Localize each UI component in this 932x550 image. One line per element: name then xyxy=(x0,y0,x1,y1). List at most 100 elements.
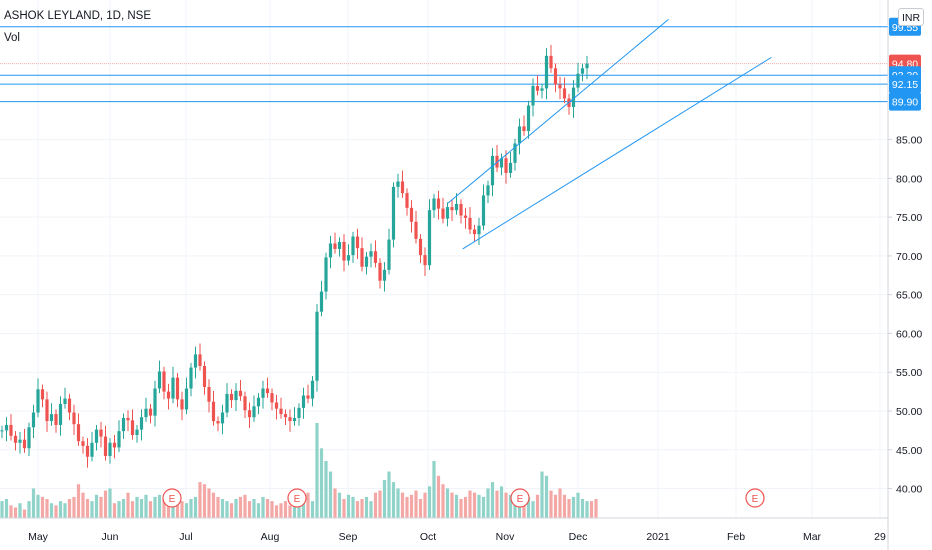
volume-bar xyxy=(81,492,85,518)
candle-body xyxy=(283,414,288,418)
volume-bar xyxy=(355,501,360,518)
volume-bar xyxy=(346,494,351,518)
volume-bar xyxy=(90,501,94,518)
volume-bar xyxy=(49,503,54,518)
volume-bar xyxy=(504,492,508,518)
candle-body xyxy=(274,402,279,409)
earnings-marker xyxy=(287,488,307,508)
candle-body xyxy=(391,186,396,240)
candle-body xyxy=(414,221,418,239)
volume-bar xyxy=(306,492,310,518)
candle-body xyxy=(18,439,22,443)
volume-bar xyxy=(279,503,283,518)
volume-bar xyxy=(76,484,81,518)
volume-bar xyxy=(67,499,72,518)
candle-body xyxy=(247,410,252,418)
volume-bar xyxy=(400,492,405,518)
volume-bar xyxy=(256,503,261,518)
volume-bar xyxy=(220,499,225,518)
candle-body xyxy=(508,162,513,173)
volume-bar xyxy=(238,496,243,518)
earnings-marker-label: E xyxy=(517,494,524,505)
volume-bar xyxy=(135,496,139,518)
candle-body xyxy=(297,407,301,418)
candle-body xyxy=(423,255,427,266)
candle-body xyxy=(540,88,544,91)
candle-body xyxy=(162,371,166,392)
candle-body xyxy=(468,217,472,230)
volume-bar xyxy=(459,499,463,518)
volume-bar xyxy=(333,488,337,518)
candle-body xyxy=(504,158,508,173)
candle-body xyxy=(342,241,346,261)
volume-bar xyxy=(396,488,400,518)
candle-body xyxy=(576,73,580,88)
volume-bar xyxy=(594,499,598,518)
price-tick-label: 40.00 xyxy=(896,484,922,496)
candle-body xyxy=(409,207,414,222)
volume-bar xyxy=(234,499,238,518)
candle-body xyxy=(549,55,553,69)
time-tick-label: 29 xyxy=(874,531,886,543)
candle-body xyxy=(427,210,432,266)
volume-bar xyxy=(549,490,553,518)
volume-bar xyxy=(387,471,391,518)
candle-body xyxy=(63,398,67,405)
candle-body xyxy=(535,86,540,91)
candle-body xyxy=(207,386,211,402)
candle-body xyxy=(49,414,54,422)
volume-bar xyxy=(382,480,387,518)
volume-bar xyxy=(481,496,486,518)
volume-bar xyxy=(364,496,369,518)
candle-body xyxy=(256,397,261,407)
time-tick-label: Feb xyxy=(727,531,745,543)
candle-body xyxy=(261,388,265,398)
volume-bar xyxy=(108,488,112,518)
time-tick-label: Nov xyxy=(496,531,515,543)
candle-body xyxy=(0,430,4,432)
candle-body xyxy=(180,399,184,410)
candle-body xyxy=(45,399,49,422)
price-tick-label: 50.00 xyxy=(896,406,922,418)
candle-body xyxy=(139,417,144,430)
candle-body xyxy=(324,257,328,292)
volume-bar xyxy=(580,499,585,518)
volume-bar xyxy=(216,496,220,518)
volume-bar xyxy=(180,501,184,518)
candle-body xyxy=(22,439,27,449)
volume-bar xyxy=(126,492,130,518)
candle-body xyxy=(571,87,576,108)
volume-bar xyxy=(436,475,441,518)
volume-bar xyxy=(189,499,193,518)
candle-body xyxy=(135,429,139,436)
volume-bar xyxy=(301,496,306,518)
candle-body xyxy=(288,417,292,422)
candle-body xyxy=(112,442,117,448)
candle-body xyxy=(306,395,310,399)
price-tag-label: 92.15 xyxy=(892,79,918,91)
price-tick-label: 75.00 xyxy=(896,212,922,224)
volume-bar xyxy=(22,509,27,518)
candle-body xyxy=(315,311,319,381)
candle-body xyxy=(441,208,445,219)
volume-bar xyxy=(423,492,427,518)
candle-body xyxy=(490,155,495,186)
volume-bar xyxy=(157,494,162,518)
price-tick-label: 70.00 xyxy=(896,251,922,263)
earnings-marker xyxy=(162,488,182,508)
candle-body xyxy=(355,236,360,249)
volume-bar xyxy=(252,499,256,518)
time-tick-label: Jun xyxy=(102,531,119,543)
volume-bar xyxy=(360,499,364,518)
volume-bar xyxy=(193,496,198,518)
volume-bar xyxy=(288,505,292,518)
volume-bar xyxy=(427,486,432,518)
volume-bar xyxy=(540,471,544,518)
candle-body xyxy=(558,84,562,89)
volume-bar xyxy=(112,503,117,518)
volume-bar xyxy=(261,496,265,518)
currency-button[interactable]: INR xyxy=(898,8,924,26)
candle-body xyxy=(58,404,63,425)
candle-body xyxy=(360,248,364,267)
